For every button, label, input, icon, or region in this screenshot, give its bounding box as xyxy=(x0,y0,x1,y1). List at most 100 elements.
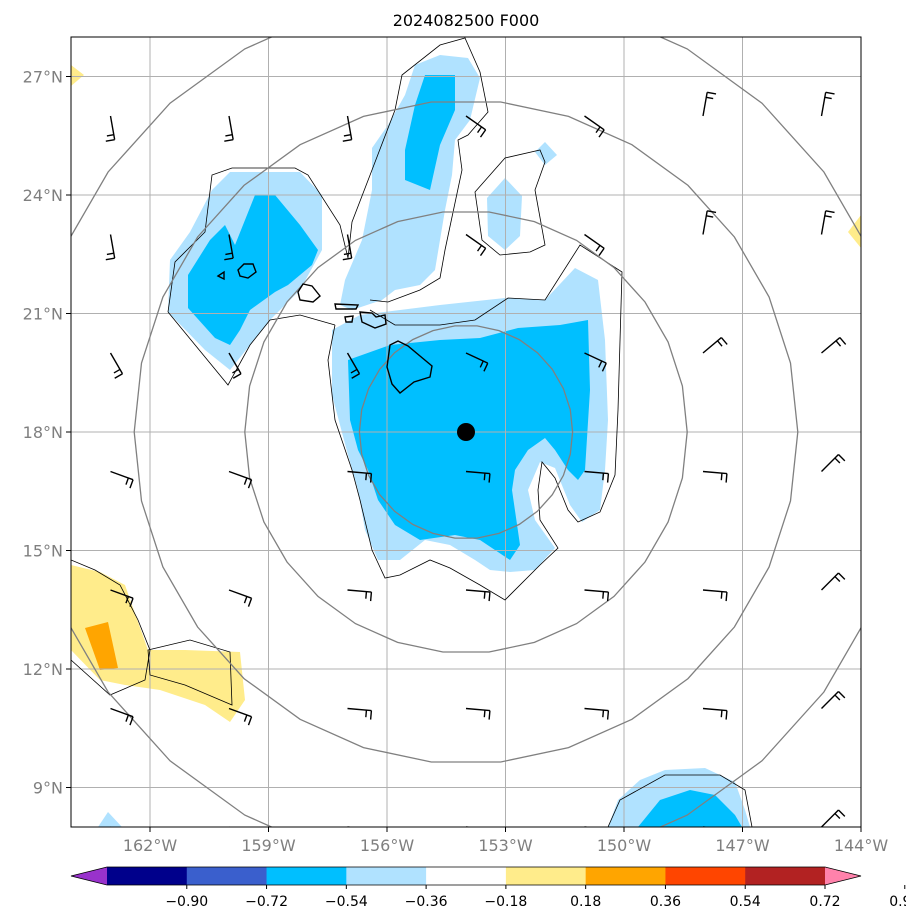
wind-barb xyxy=(584,470,610,483)
island-hawaii xyxy=(386,340,433,394)
wind-barb xyxy=(702,707,728,720)
colorbar-tick-label: −0.36 xyxy=(405,894,448,910)
colorbar-segment xyxy=(665,867,746,885)
colorbar-tick-label: 0.72 xyxy=(809,894,840,910)
wind-barb xyxy=(110,707,134,726)
lat-tick-label: 27°N xyxy=(23,68,63,87)
wind-barb xyxy=(347,470,373,483)
colorbar-segment xyxy=(107,867,188,885)
lat-tick-label: 12°N xyxy=(23,660,63,679)
wind-barb xyxy=(342,115,353,142)
lon-tick-label: 144°W xyxy=(834,836,889,855)
wind-barb xyxy=(821,572,846,591)
lon-tick-label: 150°W xyxy=(597,836,652,855)
colorbar-segment xyxy=(266,867,347,885)
wind-barb xyxy=(110,470,134,489)
range-rings xyxy=(71,37,861,827)
contour-lines xyxy=(71,37,753,827)
island-oahu xyxy=(297,283,321,303)
island-molokai xyxy=(334,303,360,310)
island-lanai xyxy=(344,315,354,323)
lon-tick-label: 162°W xyxy=(123,836,178,855)
wind-barb xyxy=(702,589,728,602)
wind-barb xyxy=(228,470,253,489)
wind-barb xyxy=(702,470,728,483)
range-ring-1 xyxy=(358,325,574,539)
colorbar-tick-label: −0.90 xyxy=(165,894,208,910)
wind-barb xyxy=(821,454,846,472)
wind-barb xyxy=(821,337,847,354)
wind-barb xyxy=(110,589,134,607)
colorbar-tick-label: 0.90 xyxy=(889,894,906,910)
wind-barb xyxy=(820,91,835,117)
colorbar-segment xyxy=(346,867,427,885)
colorbar-tick-label: −0.54 xyxy=(325,894,368,910)
lon-tick-label: 156°W xyxy=(360,836,415,855)
map-area xyxy=(71,37,861,827)
wind-barb xyxy=(821,691,846,709)
wind-barb xyxy=(346,352,361,379)
wind-barb xyxy=(584,589,610,602)
wind-barb xyxy=(347,707,373,720)
lat-tick-label: 21°N xyxy=(23,305,63,324)
lon-tick-label: 159°W xyxy=(241,836,296,855)
wind-barb xyxy=(465,233,487,257)
wind-barb xyxy=(821,809,846,827)
wind-barb xyxy=(109,352,124,379)
colorbar-tick-label: −0.18 xyxy=(484,894,527,910)
wind-barb xyxy=(465,115,487,138)
colorbar-segment xyxy=(186,867,268,885)
colorbar-tick-label: 0.18 xyxy=(570,894,601,910)
colorbar-extend-high xyxy=(825,867,861,885)
island-niihau xyxy=(216,270,225,281)
wind-barb xyxy=(228,352,242,379)
wind-barb xyxy=(105,234,116,261)
lat-tick-label: 15°N xyxy=(23,542,63,561)
wind-barb xyxy=(342,234,353,261)
colorbar-segment xyxy=(745,867,826,885)
wind-barb xyxy=(584,115,605,138)
gridlines xyxy=(71,37,861,827)
latitude-labels: 27°N 24°N 21°N 18°N 15°N 12°N 9°N xyxy=(23,68,71,798)
wind-barb xyxy=(584,233,605,257)
wind-barb xyxy=(228,589,253,607)
wind-barb xyxy=(465,470,491,483)
plot-title: 2024082500 F000 xyxy=(393,11,540,30)
lat-tick-label: 18°N xyxy=(23,423,63,442)
colorbar-tick-label: 0.54 xyxy=(730,894,761,910)
wind-barb xyxy=(347,589,373,602)
wind-barb xyxy=(820,210,835,235)
storm-center-marker xyxy=(457,423,475,441)
wind-barb xyxy=(105,115,116,142)
longitude-labels: 162°W 159°W 156°W 153°W 150°W 147°W 144°W xyxy=(123,827,889,855)
lon-tick-label: 153°W xyxy=(478,836,533,855)
island-kauai xyxy=(237,263,257,279)
wind-barbs xyxy=(105,91,847,827)
island-maui xyxy=(359,311,387,329)
wind-barb xyxy=(584,352,607,372)
colorbar-outline xyxy=(70,866,862,886)
shading-positive xyxy=(71,65,861,722)
colorbar-tick-label: −0.72 xyxy=(245,894,288,910)
wind-barb xyxy=(702,210,717,235)
range-ring-4 xyxy=(71,37,861,827)
wind-barb xyxy=(465,589,491,602)
wind-barb xyxy=(702,337,728,354)
colorbar-extend-low xyxy=(71,867,107,885)
hawaiian-islands xyxy=(216,263,433,394)
lon-tick-label: 147°W xyxy=(715,836,770,855)
range-ring-3 xyxy=(133,101,799,763)
lat-tick-label: 24°N xyxy=(23,186,63,205)
colorbar-tick-label: 0.36 xyxy=(650,894,681,910)
colorbar: −0.90 −0.72 −0.54 −0.36 −0.18 0.18 0.36 0.54 0.7… xyxy=(70,866,906,910)
wind-barb xyxy=(228,707,253,726)
wind-barb xyxy=(702,91,717,117)
wind-barb xyxy=(224,115,234,142)
lat-tick-label: 9°N xyxy=(33,779,63,798)
wind-barb xyxy=(465,352,489,372)
wind-barb xyxy=(584,707,610,720)
colorbar-segment xyxy=(426,867,507,885)
colorbar-segment xyxy=(505,867,587,885)
colorbar-segment xyxy=(585,867,666,885)
